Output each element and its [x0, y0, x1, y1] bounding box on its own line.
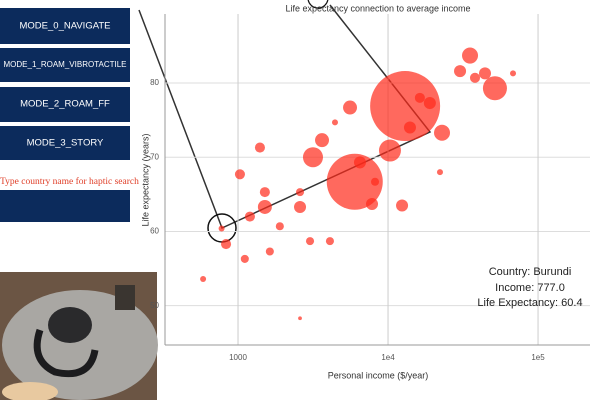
button-bg[interactable]	[0, 48, 130, 82]
y-tick-label: 80	[150, 78, 159, 87]
y-axis-label: Life expectancy (years)	[140, 133, 150, 226]
info-country: Country: Burundi	[489, 266, 572, 278]
bubble	[370, 71, 441, 142]
mode-button[interactable]: MODE_1_ROAM_VIBROTACTILE	[0, 48, 130, 82]
hand	[2, 382, 58, 400]
bubble	[366, 197, 379, 210]
bubble	[295, 188, 305, 197]
bubble	[396, 199, 409, 212]
bubble	[294, 200, 307, 213]
bubble	[326, 153, 383, 210]
x-tick-label: 1000	[229, 353, 247, 362]
bubble	[353, 156, 366, 169]
button-label[interactable]: MODE_0_NAVIGATE	[20, 21, 111, 32]
button-label[interactable]: MODE_3_STORY	[27, 138, 104, 149]
bubble	[265, 247, 274, 256]
bubble	[315, 133, 329, 148]
bubble	[259, 187, 270, 198]
bubble	[403, 121, 416, 134]
bubble	[257, 199, 272, 214]
bubble	[200, 275, 207, 282]
bubble	[414, 92, 425, 103]
device-handle	[33, 328, 99, 378]
mode-button[interactable]: MODE_0_NAVIGATE	[0, 8, 130, 44]
bubble	[462, 47, 479, 64]
bubble	[305, 237, 315, 246]
bubble	[434, 124, 451, 141]
info-life: Life Expectancy: 60.4	[477, 297, 582, 309]
table-disk	[2, 290, 158, 400]
bubble	[454, 65, 467, 78]
x-tick-label: 1e4	[381, 353, 395, 362]
mode-button[interactable]: MODE_3_STORY	[0, 126, 130, 160]
x-tick-label: 1e5	[531, 353, 545, 362]
bubble	[482, 76, 507, 101]
bubble	[254, 142, 265, 153]
bubble	[221, 239, 232, 250]
y-tick-label: 50	[150, 301, 159, 310]
y-tick-label: 70	[150, 152, 159, 161]
device-knob	[48, 307, 92, 343]
bubble	[478, 67, 492, 80]
bubble	[298, 316, 302, 321]
search-input[interactable]	[0, 190, 130, 222]
bubble	[378, 139, 401, 162]
bubble	[275, 222, 284, 231]
button-bg[interactable]	[0, 8, 130, 44]
camera-photo	[0, 272, 158, 400]
button-label[interactable]: MODE_2_ROAM_FF	[20, 99, 110, 110]
device-part	[115, 285, 135, 310]
bubble	[343, 100, 358, 115]
bubble	[469, 72, 481, 83]
bubble	[325, 237, 334, 246]
mode-button[interactable]: MODE_2_ROAM_FF	[0, 87, 130, 122]
button-bg[interactable]	[0, 126, 130, 160]
bubble	[436, 169, 443, 176]
bubble	[423, 97, 436, 110]
bubble	[218, 225, 225, 232]
projection-line	[138, 4, 432, 230]
button-bg[interactable]	[0, 87, 130, 122]
y-tick-label: 60	[150, 227, 159, 236]
bubble	[244, 211, 255, 222]
button-label[interactable]: MODE_1_ROAM_VIBROTACTILE	[4, 60, 127, 69]
pointer-ring	[307, 0, 329, 9]
bubble	[240, 254, 249, 263]
bubble	[331, 119, 338, 126]
plot: 50 60 70 80 1000 1e4 1e5	[150, 14, 590, 362]
info-income: Income: 777.0	[495, 282, 565, 294]
bubble	[302, 147, 323, 168]
bubble	[370, 177, 380, 186]
chart-title: Life expectancy connection to average in…	[285, 3, 470, 13]
bubble	[234, 169, 245, 180]
bubble	[510, 70, 517, 77]
search-placeholder: Type country name for haptic search	[0, 176, 139, 187]
x-axis-label: Personal income ($/year)	[328, 370, 429, 380]
